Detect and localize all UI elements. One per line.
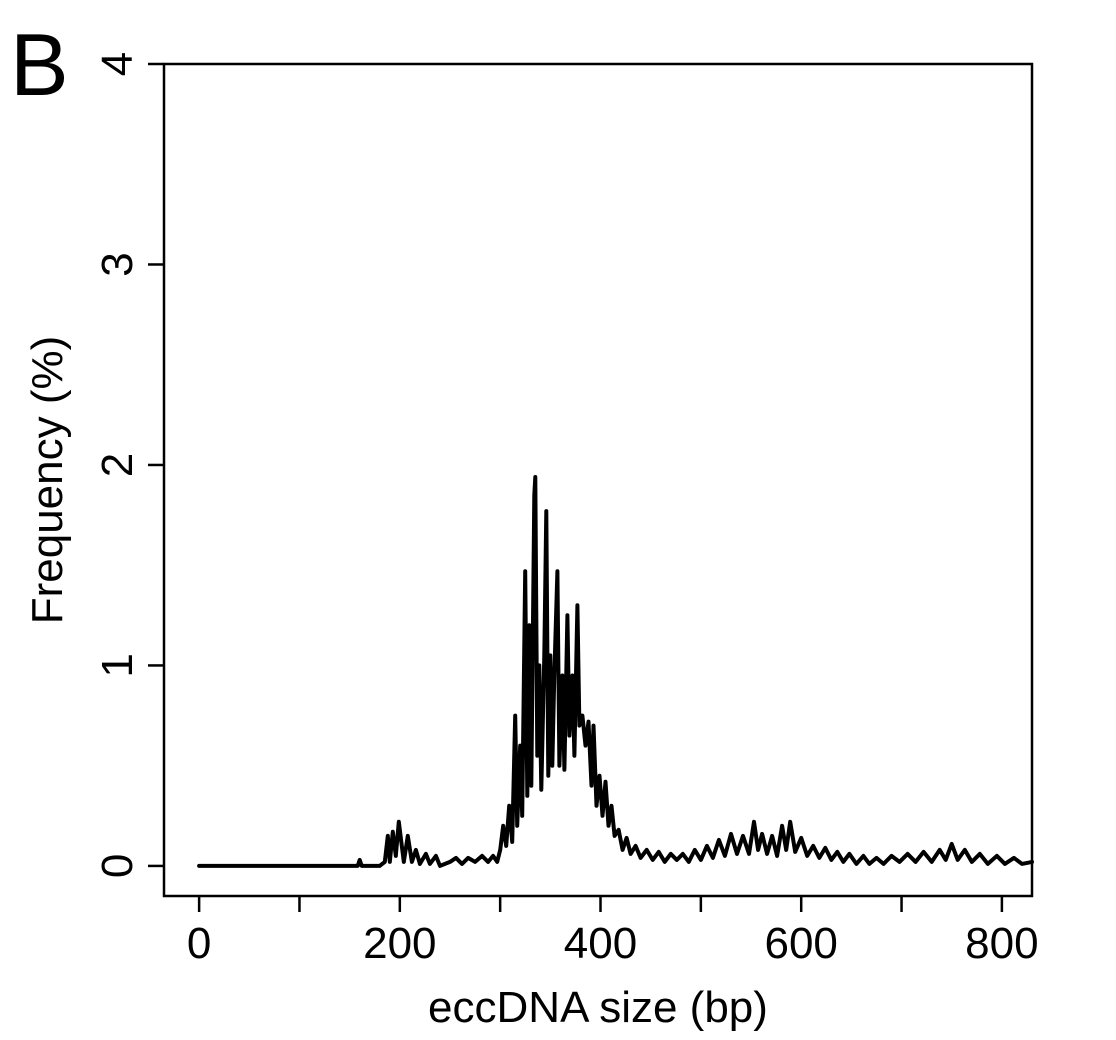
x-tick-label: 400 — [564, 919, 637, 968]
x-tick-label: 0 — [187, 919, 211, 968]
y-tick-label: 0 — [93, 854, 142, 878]
x-axis: 0 200 400 600 800 — [187, 896, 1039, 968]
series-line — [197, 475, 1034, 868]
x-tick-label: 600 — [764, 919, 837, 968]
plot-area — [197, 475, 1034, 868]
y-axis-label: Frequency (%) — [23, 336, 72, 625]
y-tick-label: 3 — [93, 252, 142, 276]
plot-frame — [162, 62, 1034, 898]
y-axis: 0 1 2 3 4 — [93, 52, 164, 878]
y-tick-label: 4 — [93, 52, 142, 76]
y-tick-label: 1 — [93, 653, 142, 677]
x-tick-label: 200 — [363, 919, 436, 968]
x-axis-label: eccDNA size (bp) — [428, 983, 768, 1032]
panel-label: B — [10, 15, 69, 114]
y-tick-label: 2 — [93, 453, 142, 477]
x-tick-label: 800 — [965, 919, 1038, 968]
